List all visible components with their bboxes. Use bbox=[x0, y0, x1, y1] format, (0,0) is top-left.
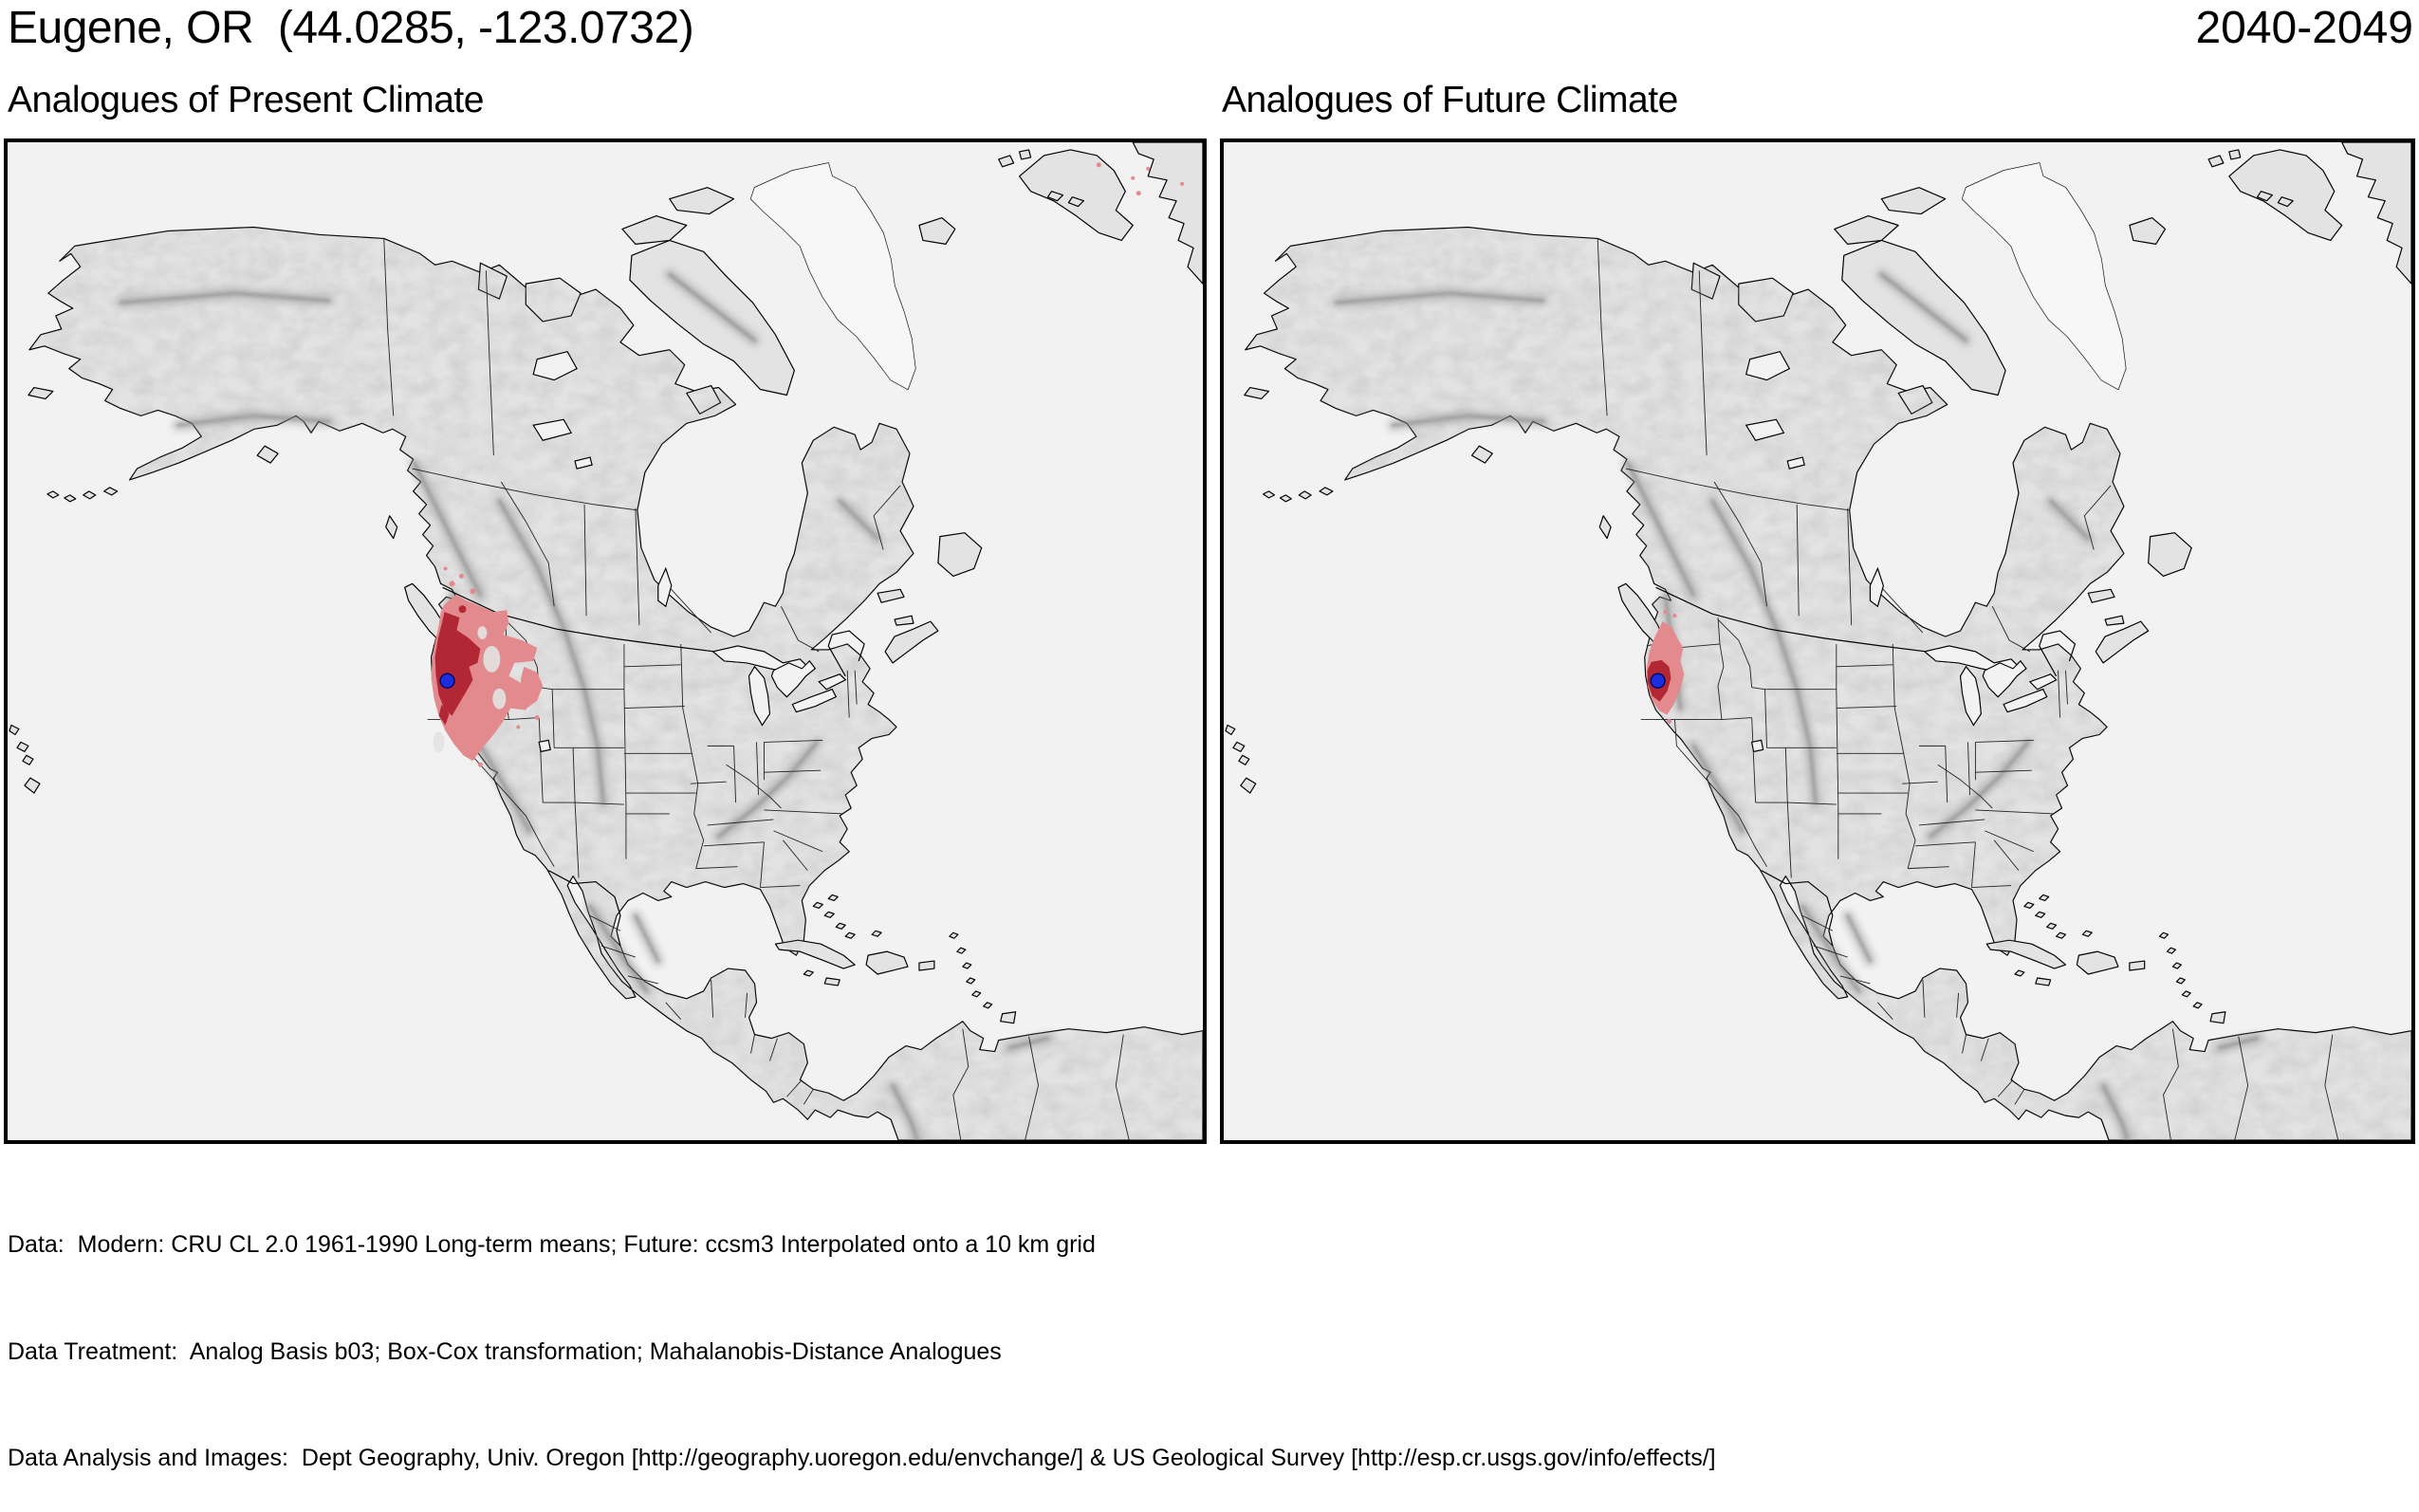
caption-credits: Data Analysis and Images: Dept Geography… bbox=[8, 1445, 1716, 1471]
caption-data-sources: Data: Modern: CRU CL 2.0 1961-1990 Long-… bbox=[8, 1231, 1096, 1258]
page-title-period: 2040-2049 bbox=[2195, 3, 2413, 53]
caption-data-treatment: Data Treatment: Analog Basis b03; Box-Co… bbox=[8, 1337, 1002, 1365]
target-city-marker bbox=[439, 673, 455, 689]
analog-gaps-present bbox=[433, 626, 507, 753]
map-future bbox=[1224, 142, 2411, 1140]
map-present bbox=[8, 142, 1203, 1140]
map-panel-future bbox=[1220, 138, 2415, 1144]
caption-block: Data: Modern: CRU CL 2.0 1961-1990 Long-… bbox=[8, 1156, 1716, 1512]
analog-region-strong-present bbox=[434, 605, 481, 726]
map-panel-present bbox=[4, 138, 1207, 1144]
panel-title-future: Analogues of Future Climate bbox=[1222, 80, 1678, 120]
panel-title-present: Analogues of Present Climate bbox=[8, 80, 484, 120]
page-title-location: Eugene, OR (44.0285, -123.0732) bbox=[8, 3, 694, 53]
target-city-marker bbox=[1650, 673, 1666, 689]
